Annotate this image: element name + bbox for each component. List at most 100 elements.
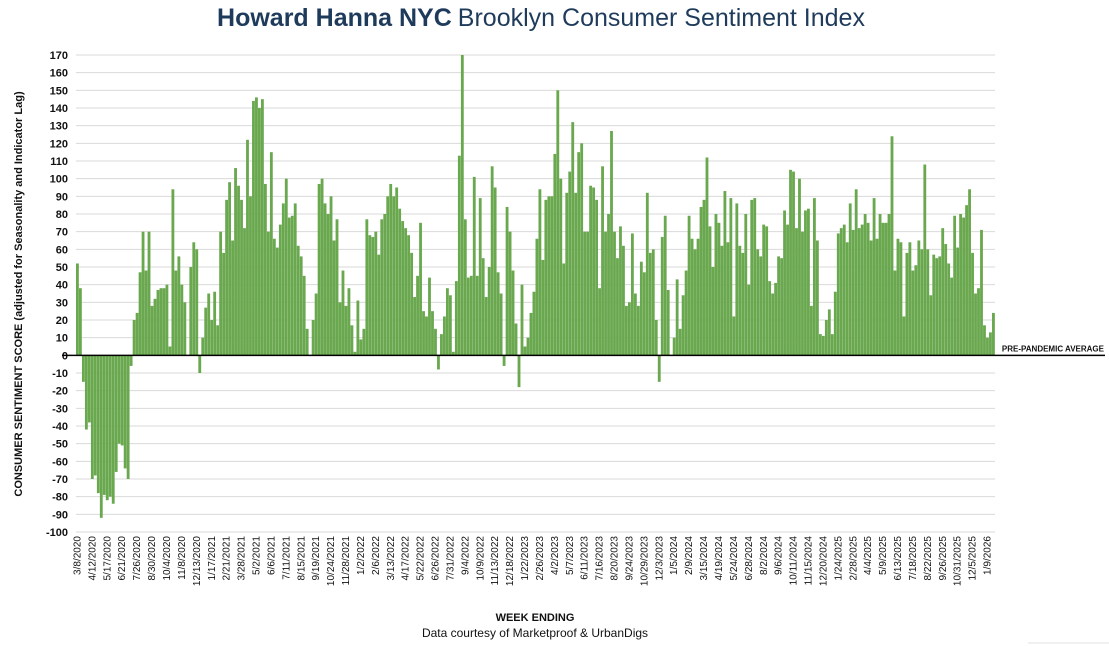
bar: [496, 272, 500, 356]
bar: [275, 247, 279, 356]
bar: [305, 328, 309, 356]
bar: [404, 228, 408, 356]
bar: [443, 316, 446, 356]
bar: [323, 203, 327, 356]
x-tick-label: 9/6/2024: [774, 536, 785, 575]
bar: [723, 191, 727, 356]
bar: [165, 284, 169, 356]
bar: [526, 337, 530, 356]
bar: [195, 249, 199, 356]
bar: [571, 122, 575, 356]
bar: [141, 231, 145, 356]
y-tick-label: 150: [50, 85, 68, 97]
bar: [920, 249, 924, 356]
x-tick-label: 2/9/2024: [684, 536, 695, 575]
bar: [356, 300, 360, 356]
y-tick-label: 70: [56, 227, 68, 239]
bar: [410, 252, 414, 356]
bar: [750, 199, 754, 356]
bar: [756, 249, 760, 356]
bar: [875, 238, 879, 356]
y-tick-label: 110: [50, 156, 68, 168]
bar: [971, 252, 974, 356]
x-tick-label: 1/9/2026: [983, 536, 994, 575]
bar: [216, 325, 220, 356]
x-tick-label: 5/22/2022: [416, 536, 427, 581]
x-tick-label: 10/11/2024: [789, 536, 800, 586]
bar: [466, 277, 470, 356]
bar: [944, 244, 948, 356]
x-tick-label: 6/6/2021: [266, 536, 277, 575]
bar: [240, 199, 243, 356]
bar: [956, 247, 960, 356]
x-tick-label: 5/24/2024: [729, 536, 740, 581]
bar: [899, 242, 903, 356]
bar: [980, 229, 983, 356]
bar: [392, 196, 396, 356]
bar: [320, 178, 324, 356]
bar: [383, 214, 387, 356]
bar: [299, 256, 303, 356]
x-tick-label: 12/18/2022: [505, 536, 516, 586]
bar: [777, 256, 781, 356]
y-tick-label: 80: [56, 209, 68, 221]
x-tick-label: 10/4/2020: [162, 536, 173, 581]
bar: [380, 219, 384, 356]
bar: [717, 222, 721, 356]
bar: [413, 297, 416, 356]
bar: [535, 238, 539, 356]
x-tick-label: 2/6/2022: [371, 536, 382, 575]
bar: [99, 355, 103, 518]
bar: [639, 261, 643, 356]
bar: [929, 295, 933, 356]
bar: [830, 334, 834, 356]
bar: [636, 305, 640, 356]
bar: [505, 206, 509, 356]
bar: [708, 226, 712, 356]
bar: [407, 235, 411, 356]
y-tick-label: 60: [56, 244, 68, 256]
bar: [589, 185, 593, 356]
bar: [514, 323, 518, 356]
bar: [76, 263, 79, 356]
x-tick-label: 7/18/2025: [908, 536, 919, 581]
bar-series: [76, 55, 995, 518]
bar: [508, 231, 512, 356]
x-tick-label: 9/4/2022: [460, 536, 471, 575]
bar: [290, 215, 294, 356]
x-tick-label: 1/22/2023: [520, 536, 531, 581]
bar: [529, 312, 533, 356]
bar: [416, 275, 419, 356]
x-tick-label: 5/17/2020: [102, 536, 113, 581]
bar: [198, 355, 202, 373]
x-tick-label: 3/8/2020: [73, 536, 84, 575]
bar: [938, 256, 942, 356]
bar: [902, 316, 906, 356]
x-tick-label: 7/31/2022: [446, 536, 457, 581]
bar: [687, 215, 691, 356]
bar: [702, 199, 706, 356]
bar: [818, 334, 822, 356]
bar: [422, 311, 425, 356]
bar: [893, 270, 897, 356]
y-tick-label: -40: [52, 421, 68, 433]
x-tick-label: 7/26/2020: [132, 536, 143, 581]
bar: [293, 203, 297, 356]
bar: [246, 139, 249, 356]
bar: [171, 189, 175, 356]
chart-title: Howard Hanna NYC Brooklyn Consumer Sentim…: [217, 4, 865, 32]
bar: [872, 198, 876, 356]
bar: [857, 228, 861, 356]
bar: [481, 258, 485, 356]
bar: [905, 252, 909, 356]
bar: [992, 312, 995, 356]
bar: [660, 236, 664, 356]
y-tick-label: 40: [56, 280, 68, 292]
x-tick-label: 1/5/2024: [669, 536, 680, 575]
y-tick-label: 0: [62, 350, 68, 362]
bar: [562, 263, 566, 356]
bar: [741, 252, 745, 356]
y-tick-label: 90: [56, 191, 68, 203]
bar: [795, 228, 798, 356]
bar: [812, 198, 816, 356]
